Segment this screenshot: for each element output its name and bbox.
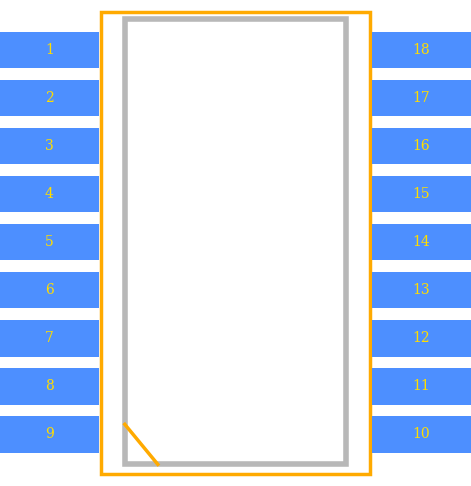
Text: 1: 1 [45,43,54,57]
Bar [372,272,471,309]
Text: 14: 14 [413,235,430,249]
Bar [0,416,99,452]
Bar [0,80,99,116]
Bar [0,175,99,212]
Bar [125,19,346,464]
Bar [372,32,471,68]
Bar [0,272,99,309]
Text: 10: 10 [413,427,430,441]
Bar [0,320,99,357]
Text: 2: 2 [45,91,54,105]
Bar [0,224,99,260]
Bar [372,224,471,260]
Text: 4: 4 [45,187,54,201]
Bar [372,320,471,357]
Text: 18: 18 [413,43,430,57]
Text: 6: 6 [45,283,54,297]
Text: 16: 16 [413,139,430,153]
Text: 5: 5 [45,235,54,249]
Bar [372,175,471,212]
Bar [372,416,471,452]
Bar [372,128,471,164]
Text: 17: 17 [413,91,430,105]
Text: 13: 13 [413,283,430,297]
Text: 9: 9 [45,427,54,441]
Text: 15: 15 [413,187,430,201]
Bar [372,368,471,404]
Text: 7: 7 [45,331,54,345]
Bar [101,12,370,474]
Text: 8: 8 [45,379,54,393]
Bar [372,80,471,116]
Text: 12: 12 [413,331,430,345]
Bar [0,32,99,68]
Bar [0,368,99,404]
Bar [0,128,99,164]
Text: 11: 11 [413,379,430,393]
Text: 3: 3 [45,139,54,153]
